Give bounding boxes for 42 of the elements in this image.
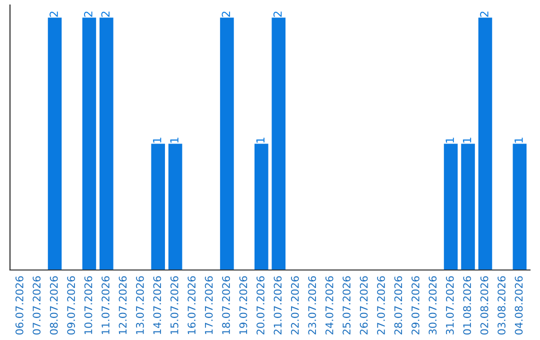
x-tick-label: 24.07.2026	[325, 276, 334, 334]
x-tick-label: 18.07.2026	[222, 276, 230, 334]
data-label: 2	[273, 12, 282, 17]
x-tick-label: 26.07.2026	[360, 276, 368, 334]
x-tick-label: 31.07.2026	[446, 276, 454, 334]
data-label: 2	[480, 12, 488, 17]
x-tick-label: 10.07.2026	[84, 276, 92, 334]
data-label: 1	[153, 138, 162, 143]
data-label: 1	[514, 138, 523, 143]
x-tick-label: 14.07.2026	[153, 276, 162, 334]
x-tick-label: 02.08.2026	[480, 276, 488, 335]
x-tick-label: 01.08.2026	[463, 276, 472, 335]
x-tick-label: 17.07.2026	[204, 276, 213, 334]
x-tick-label: 19.07.2026	[239, 276, 248, 334]
data-label: 1	[256, 138, 264, 143]
x-tick-label: 30.07.2026	[428, 276, 437, 334]
data-label: 2	[50, 12, 58, 17]
x-tick-label: 03.08.2026	[498, 276, 506, 335]
x-tick-label: 12.07.2026	[118, 276, 127, 334]
x-tick-label: 23.07.2026	[308, 276, 316, 334]
x-tick-label: 07.07.2026	[32, 276, 41, 335]
x-tick-label: 20.07.2026	[256, 276, 264, 334]
data-label: 2	[222, 12, 230, 17]
x-tick-label: 09.07.2026	[67, 276, 76, 335]
x-tick-label: 04.08.2026	[514, 276, 523, 335]
data-label: 1	[446, 138, 454, 143]
data-label: 2	[101, 12, 110, 17]
x-tick-label: 22.07.2026	[290, 276, 299, 334]
x-tick-label: 28.07.2026	[394, 276, 402, 334]
x-tick-label: 21.07.2026	[274, 276, 282, 334]
x-tick-label: 25.07.2026	[342, 276, 351, 334]
data-label: 2	[84, 12, 92, 17]
x-tick-label: 29.07.2026	[412, 276, 420, 334]
x-tick-label: 06.07.2026	[15, 276, 24, 335]
x-tick-label: 27.07.2026	[377, 276, 385, 334]
data-label: 1	[462, 138, 472, 143]
x-tick-label: 08.07.2026	[50, 276, 58, 335]
x-tick-label: 11.07.2026	[102, 276, 110, 334]
x-tick-label: 15.07.2026	[170, 276, 178, 334]
x-tick-label: 13.07.2026	[136, 276, 144, 334]
data-label: 1	[170, 138, 178, 143]
x-tick-label: 16.07.2026	[188, 276, 196, 334]
